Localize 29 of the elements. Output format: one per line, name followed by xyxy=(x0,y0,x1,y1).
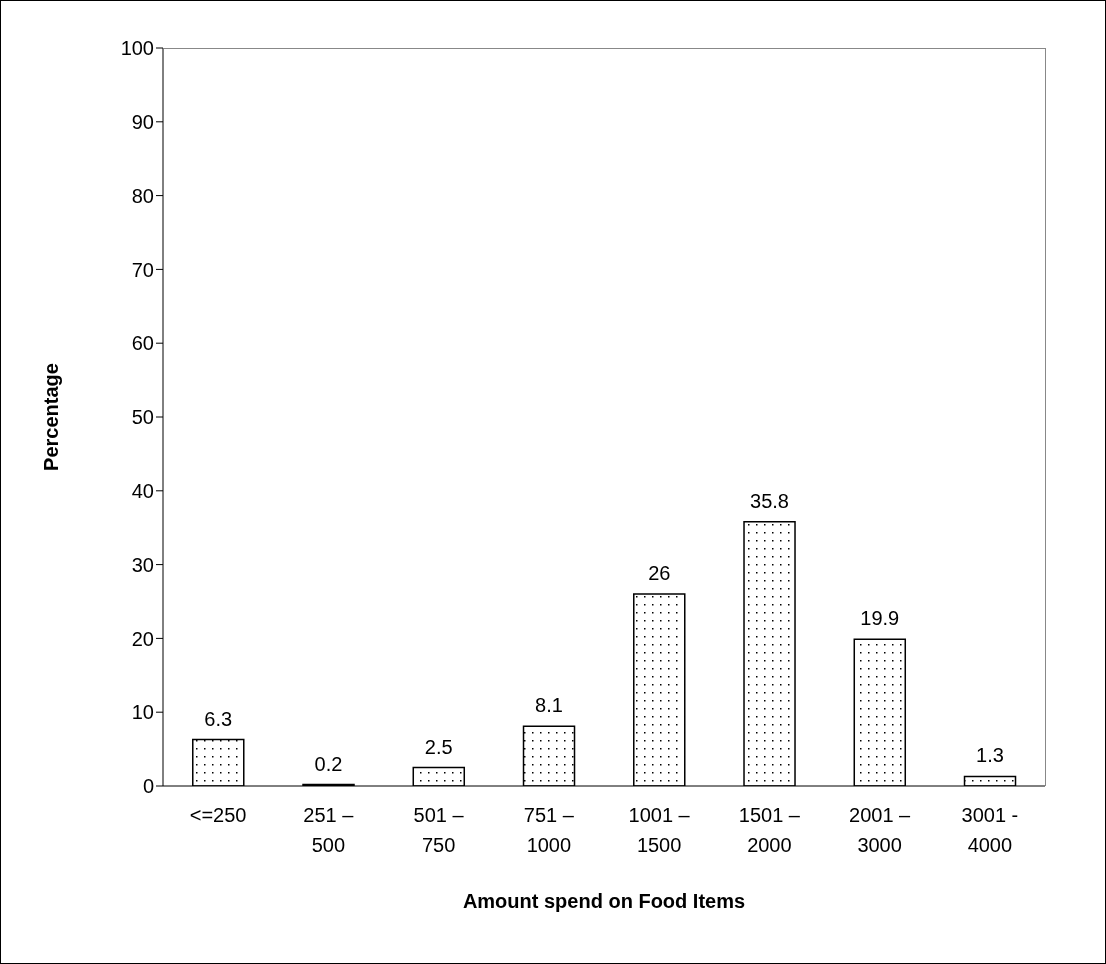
y-tick-label: 10 xyxy=(131,701,154,724)
x-tick-label: 251 – 500 xyxy=(303,804,355,856)
data-label: 0.2 xyxy=(314,752,343,775)
data-label: 35.8 xyxy=(750,489,789,512)
y-tick-label: 60 xyxy=(131,332,154,355)
y-tick-label: 50 xyxy=(131,406,154,429)
data-label: 8.1 xyxy=(535,694,563,717)
x-tick-label: <=250 xyxy=(189,804,247,826)
y-tick-label: 80 xyxy=(131,184,154,207)
x-tick-label: 751 – 1000 xyxy=(523,804,575,856)
x-tick-label: 1501 – 2000 xyxy=(738,804,801,856)
y-tick-label: 90 xyxy=(131,110,154,133)
data-label: 26 xyxy=(648,562,671,585)
y-tick-label: 20 xyxy=(131,627,154,650)
x-axis-title: Amount spend on Food Items xyxy=(462,890,746,912)
data-label: 19.9 xyxy=(860,607,900,630)
data-label: 6.3 xyxy=(204,707,233,730)
x-tick-label: 2001 – 3000 xyxy=(849,804,912,856)
data-label: 1.3 xyxy=(976,744,1004,767)
y-tick-label: 70 xyxy=(131,258,154,281)
y-tick-label: 40 xyxy=(131,479,154,502)
x-tick-label: 3001 - 4000 xyxy=(961,804,1019,856)
x-tick-label: 1001 – 1500 xyxy=(628,804,691,856)
y-tick-label: 100 xyxy=(120,37,154,60)
data-label: 2.5 xyxy=(424,735,453,758)
y-tick-label: 0 xyxy=(142,775,154,798)
y-axis-title: Percentage xyxy=(40,363,63,471)
y-tick-label: 30 xyxy=(131,553,154,576)
x-tick-label: 501 – 750 xyxy=(413,804,465,856)
